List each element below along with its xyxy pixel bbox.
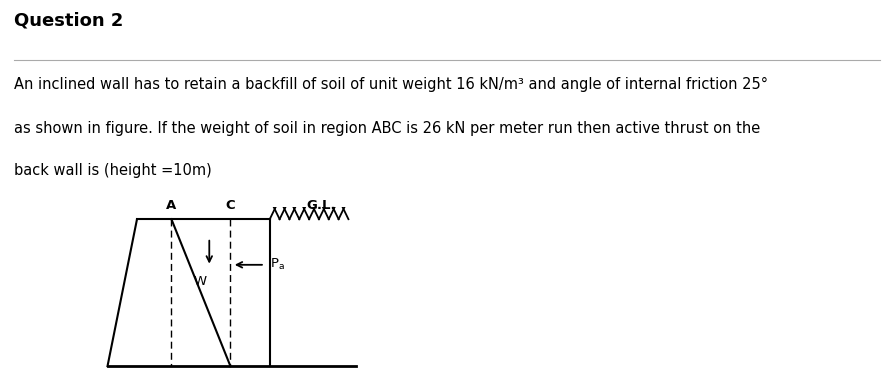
Text: C: C: [225, 199, 235, 212]
Text: An inclined wall has to retain a backfill of soil of unit weight 16 kN/m³ and an: An inclined wall has to retain a backfil…: [14, 77, 768, 92]
Text: back wall is (height =10m): back wall is (height =10m): [14, 163, 212, 178]
Text: as shown in figure. If the weight of soil in region ABC is 26 kN per meter run t: as shown in figure. If the weight of soi…: [14, 121, 761, 136]
Text: G.L.: G.L.: [307, 199, 336, 212]
Text: W: W: [194, 275, 207, 288]
Text: Question 2: Question 2: [14, 12, 123, 30]
Text: A: A: [166, 199, 176, 212]
Text: $\mathregular{P_a}$: $\mathregular{P_a}$: [270, 257, 284, 272]
